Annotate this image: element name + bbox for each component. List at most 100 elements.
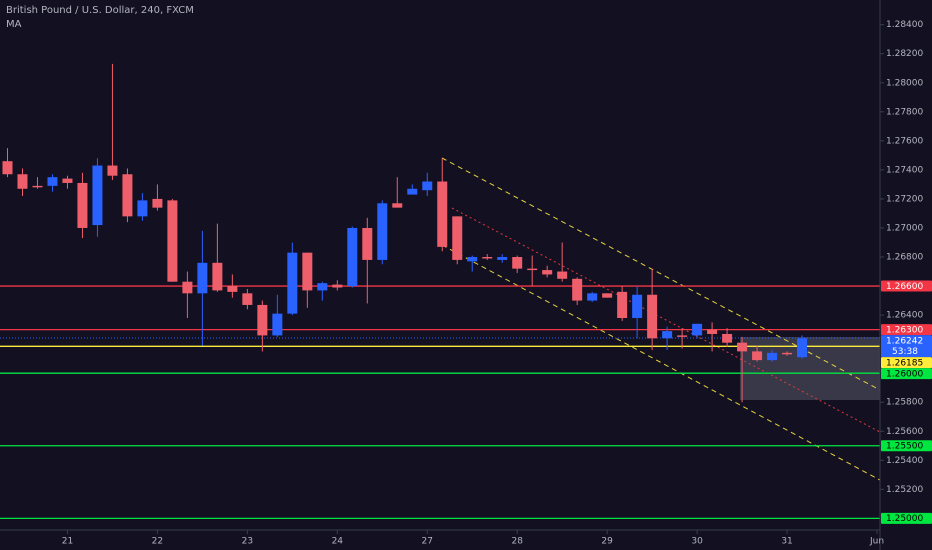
- y-tick-label: 1.27000: [886, 223, 923, 233]
- price-badge: [881, 335, 932, 358]
- channel-lower: [441, 244, 881, 481]
- candle-body: [572, 278, 583, 301]
- price-badge-label: 1.25500: [886, 442, 923, 452]
- candle-body: [767, 352, 778, 361]
- candle-body: [182, 281, 193, 294]
- price-badge: [881, 324, 932, 336]
- candle-body: [437, 181, 448, 247]
- x-tick-label: 31: [781, 537, 792, 547]
- candle-body: [587, 293, 598, 301]
- candle-body: [257, 304, 268, 336]
- candle-body: [212, 262, 223, 291]
- candle-body: [242, 293, 253, 305]
- y-tick-label: 1.26400: [886, 311, 923, 321]
- price-badge-label: 1.26300: [886, 325, 923, 335]
- price-badge: [881, 440, 932, 452]
- candle-body: [692, 323, 703, 336]
- price-badge: [881, 357, 932, 369]
- candle-body: [197, 262, 208, 294]
- y-tick-label: 1.27200: [886, 194, 923, 204]
- candle-body: [377, 203, 388, 260]
- x-tick-label: 24: [332, 537, 344, 547]
- candle-body: [647, 294, 658, 339]
- y-tick-label: 1.28000: [886, 78, 923, 88]
- candle-body: [632, 294, 643, 318]
- candle-body: [167, 200, 178, 282]
- candle-body: [32, 185, 43, 188]
- price-badge-label: 1.25000: [886, 514, 923, 524]
- candle-body: [407, 188, 418, 195]
- candle-body: [2, 161, 13, 175]
- y-tick-label: 1.26800: [886, 253, 923, 263]
- chart-title: British Pound / U.S. Dollar, 240, FXCM: [6, 5, 194, 16]
- channel-mid: [451, 207, 881, 433]
- price-badge-label: 1.26242: [886, 336, 923, 346]
- candle-body: [452, 216, 463, 260]
- candle-body: [77, 182, 88, 228]
- x-tick-label: 28: [511, 537, 523, 547]
- x-tick-label: 23: [242, 537, 253, 547]
- candle-body: [662, 331, 673, 339]
- candle-body: [677, 335, 688, 337]
- x-tick-label: 29: [601, 537, 613, 547]
- y-tick-label: 1.28400: [886, 20, 923, 30]
- indicator-label: MA: [6, 19, 22, 30]
- candle-body: [47, 177, 58, 186]
- candle-body: [497, 257, 508, 260]
- candle-body: [617, 291, 628, 318]
- candle-body: [707, 329, 718, 334]
- candle-body: [557, 271, 568, 279]
- x-tick-label: 21: [62, 537, 73, 547]
- candle-body: [782, 352, 793, 355]
- y-tick-label: 1.27400: [886, 165, 923, 175]
- candle-body: [602, 293, 613, 298]
- plot-area: [0, 63, 881, 520]
- candle-body: [227, 286, 238, 292]
- x-tick-label: Jun: [869, 537, 884, 547]
- candle-body: [797, 338, 808, 358]
- candle-body: [752, 351, 763, 361]
- candle-body: [92, 165, 103, 226]
- candle-body: [62, 178, 73, 183]
- y-tick-label: 1.28200: [886, 49, 923, 59]
- price-badge: [881, 280, 932, 292]
- x-tick-label: 27: [422, 537, 433, 547]
- candle-body: [527, 268, 538, 271]
- candle-body: [347, 227, 358, 287]
- candle-body: [512, 257, 523, 269]
- candle-body: [137, 200, 148, 217]
- candle-body: [302, 252, 313, 291]
- candle-body: [287, 252, 298, 314]
- candle-body: [422, 181, 433, 191]
- candle-body: [722, 333, 733, 343]
- price-badge-label: 1.26185: [886, 358, 923, 368]
- y-tick-label: 1.25600: [886, 427, 923, 437]
- candle-body: [107, 165, 118, 176]
- y-tick-label: 1.25400: [886, 456, 923, 466]
- price-badge: [881, 512, 932, 524]
- price-badge-label: 1.26600: [886, 282, 923, 292]
- candle-body: [737, 342, 748, 352]
- candle-body: [272, 313, 283, 336]
- price-badge-label: 1.26000: [886, 369, 923, 379]
- x-tick-label: 30: [691, 537, 703, 547]
- channel-upper: [441, 157, 881, 391]
- y-tick-label: 1.25200: [886, 485, 923, 495]
- candle-body: [362, 227, 373, 260]
- candle-body: [467, 257, 478, 262]
- x-tick-label: 22: [152, 537, 163, 547]
- range-box: [740, 337, 880, 400]
- candle-body: [122, 174, 133, 217]
- candle-body: [152, 198, 163, 208]
- candle-body: [482, 257, 493, 259]
- y-tick-label: 1.27600: [886, 136, 923, 146]
- price-badge: [881, 368, 932, 380]
- candle-body: [392, 203, 403, 208]
- y-tick-label: 1.27800: [886, 107, 923, 117]
- candle-body: [332, 284, 343, 288]
- candle-body: [317, 283, 328, 291]
